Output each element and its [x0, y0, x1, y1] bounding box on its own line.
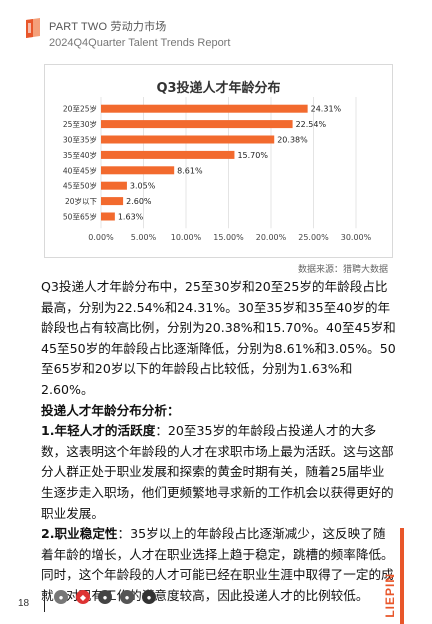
age-distribution-chart: Q3投递人才年龄分布 0.00% 5.00% 10.00% 15.00% 20.00% 2… [44, 64, 393, 258]
x-tick-label: 10.00% [171, 233, 202, 242]
section-title: PART TWO 劳动力市场 [49, 21, 167, 33]
bar [101, 197, 124, 206]
bar-value-label: 24.31% [311, 105, 342, 114]
point-2-label: 2.职业稳定性 [41, 526, 118, 542]
chart-title: Q3投递人才年龄分布 [156, 81, 281, 96]
category-label: 45至50岁 [63, 181, 97, 191]
x-tick-label: 30.00% [341, 233, 372, 242]
analysis-point-1: 1.年轻人才的活跃度：20至35岁的年龄段占投递人才的大多数，这表明这个年龄段的… [41, 421, 397, 524]
analysis-point-2: 2.职业稳定性：35岁以上的年龄段占比逐渐减少，这反映了随着年龄的增长，人才在职… [41, 524, 397, 606]
bar [101, 150, 235, 159]
bar-value-label: 1.63% [118, 213, 144, 222]
data-source: 数据来源：猎聘大数据 [297, 265, 388, 275]
brand-sidebar: LIEPIN [378, 528, 404, 624]
brand-strip [400, 528, 404, 624]
bar-value-label: 8.61% [177, 166, 203, 175]
report-logo-icon [26, 18, 40, 38]
category-label: 50至65岁 [63, 212, 97, 222]
summary-paragraph: Q3投递人才年龄分布中，25至30岁和20至25岁的年龄段占比最高，分别为22.… [41, 279, 396, 397]
chart-plot: 0.00% 5.00% 10.00% 15.00% 20.00% 25.00% 30.00%… [63, 97, 372, 242]
bar-value-label: 15.70% [237, 151, 268, 160]
circle-icon-5: ● [142, 590, 156, 604]
circle-icon-1: ● [54, 590, 68, 604]
bar [101, 120, 293, 129]
category-label: 20岁以下 [65, 196, 98, 206]
point-2-text: ：35岁以上的年龄段占比逐渐减少，这反映了随着年龄的增长，人才在职业选择上趋于稳… [41, 526, 394, 603]
point-1-text: ：20至35岁的年龄段占投递人才的大多数，这表明这个年龄段的人才在求职市场上最为… [41, 423, 394, 521]
bar-value-label: 3.05% [130, 182, 156, 191]
bar-value-label: 22.54% [296, 120, 327, 129]
category-label: 40至45岁 [63, 165, 97, 175]
circle-icon-3: ● [98, 590, 112, 604]
x-tick-label: 0.00% [88, 233, 114, 242]
page-footer: 18 ● ◆ ● ● ● [0, 578, 432, 624]
x-tick-label: 15.00% [213, 233, 244, 242]
bar-value-label: 20.38% [277, 136, 308, 145]
page-number: 18 [18, 598, 30, 609]
circle-icon-4: ● [120, 590, 134, 604]
body-text: Q3投递人才年龄分布中，25至30岁和20至25岁的年龄段占比最高，分别为22.… [41, 277, 397, 607]
category-label: 30至35岁 [63, 135, 97, 145]
category-label: 35至40岁 [63, 150, 97, 160]
page-header: PART TWO 劳动力市场 2024Q4Quarter Talent Tren… [0, 0, 432, 62]
bar [101, 166, 175, 175]
x-tick-label: 20.00% [256, 233, 287, 242]
bar [101, 212, 115, 221]
category-label: 25至30岁 [63, 119, 97, 129]
footer-divider [44, 590, 45, 612]
circle-icon-2: ◆ [76, 590, 90, 604]
x-tick-label: 5.00% [131, 233, 157, 242]
bar [101, 104, 308, 113]
x-tick-label: 25.00% [298, 233, 329, 242]
bar-value-label: 2.60% [126, 197, 152, 206]
bar [101, 135, 275, 144]
category-label: 20至25岁 [63, 104, 97, 114]
brand-label: LIEPIN [383, 573, 397, 618]
analysis-heading: 投递人才年龄分布分析： [41, 402, 180, 418]
bar [101, 181, 127, 190]
report-subtitle: 2024Q4Quarter Talent Trends Report [49, 37, 231, 49]
point-1-label: 1.年轻人才的活跃度 [41, 423, 156, 439]
footer-icons: ● ◆ ● ● ● [54, 590, 156, 604]
